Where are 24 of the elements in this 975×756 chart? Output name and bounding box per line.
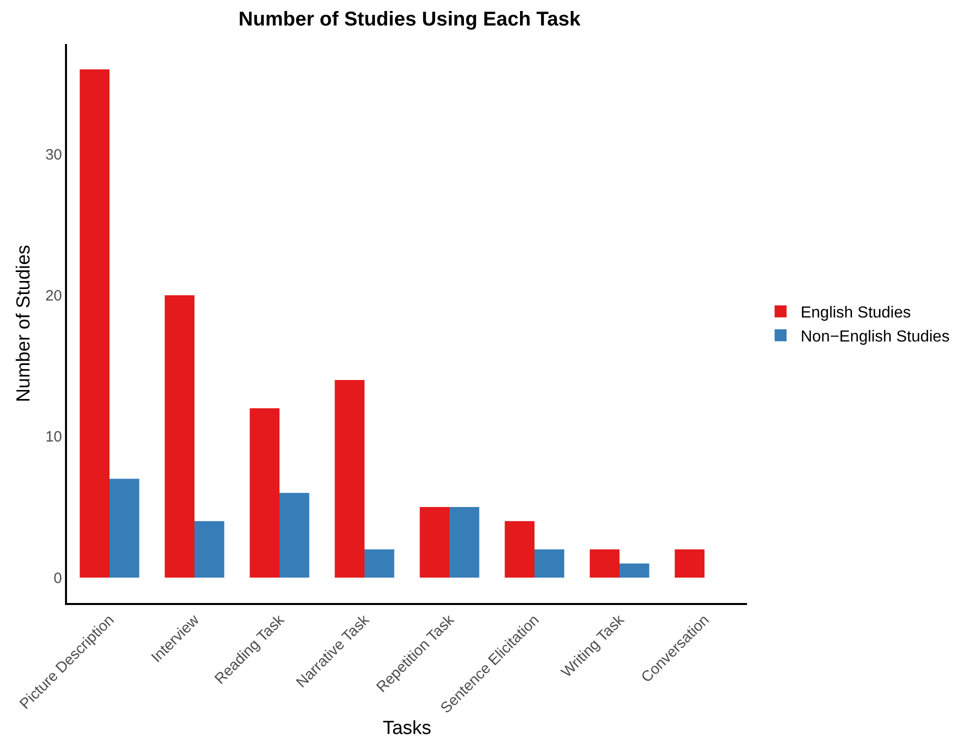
bar: [80, 69, 110, 578]
bar: [620, 563, 650, 578]
y-tick-label: 0: [54, 570, 62, 587]
bar: [194, 521, 224, 578]
bar: [420, 507, 450, 578]
bar: [164, 295, 194, 578]
y-tick-label: 30: [45, 146, 62, 164]
x-axis-title: Tasks: [382, 718, 432, 740]
bar: [280, 492, 310, 578]
bar: [334, 380, 364, 578]
legend-label: English Studies: [800, 304, 911, 322]
bar: [364, 549, 394, 578]
bar: [504, 521, 534, 578]
bar: [590, 549, 620, 578]
bar: [450, 507, 480, 578]
y-tick-label: 10: [45, 428, 62, 446]
bar: [534, 549, 564, 578]
chart-title: Number of Studies Using Each Task: [238, 8, 582, 30]
bar: [110, 478, 140, 578]
legend-label: Non−English Studies: [800, 328, 950, 346]
y-axis-title: Number of Studies: [14, 244, 35, 402]
bar: [250, 408, 280, 578]
y-tick-label: 20: [45, 288, 62, 305]
bar: [674, 549, 704, 578]
